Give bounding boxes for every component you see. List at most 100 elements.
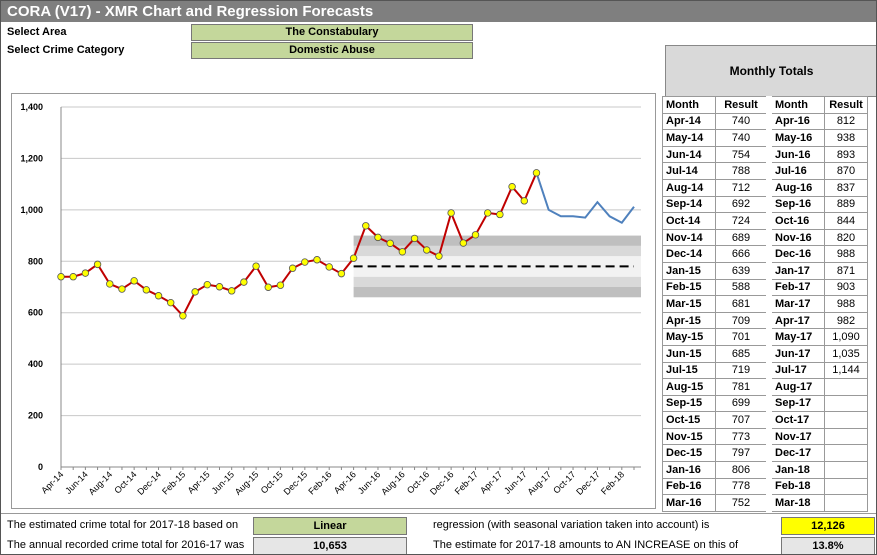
table-cell: Nov-17 — [766, 427, 825, 446]
table-cell: 778 — [715, 477, 770, 496]
table-cell: Result — [824, 96, 868, 114]
data-point — [374, 233, 382, 242]
data-point — [154, 292, 163, 300]
table-cell: 701 — [715, 328, 770, 346]
data-point — [81, 269, 90, 277]
table-cell: Feb-16 — [662, 477, 716, 496]
table-cell: 1,144 — [824, 361, 868, 380]
data-point — [118, 285, 126, 293]
table-cell: 639 — [715, 261, 770, 280]
table-cell: 709 — [715, 311, 770, 330]
table-cell: 719 — [715, 361, 770, 380]
table-cell: Mar-16 — [662, 494, 716, 512]
control-zone — [353, 276, 641, 287]
table-cell: 806 — [715, 461, 770, 479]
control-zone — [353, 245, 641, 257]
table-cell: Feb-17 — [766, 278, 825, 297]
table-cell: 889 — [824, 195, 868, 214]
table-cell: 988 — [824, 245, 868, 263]
summary-text: The annual recorded crime total for 2016… — [7, 539, 245, 551]
data-point — [459, 239, 468, 247]
table-cell: May-17 — [766, 328, 825, 346]
data-point — [203, 280, 211, 289]
data-point — [264, 283, 272, 291]
table-row: Jun-15 685 Jun-17 1,035 — [662, 344, 868, 363]
table-row: Month Result Month Result — [662, 96, 868, 114]
table-row: Feb-16 778 Feb-18 — [662, 477, 868, 496]
control-zone — [353, 235, 641, 246]
data-point — [386, 239, 394, 247]
table-cell: Jul-14 — [662, 162, 716, 180]
table-row: Aug-15 781 Aug-17 — [662, 378, 868, 396]
data-point — [301, 258, 309, 266]
table-cell: Apr-17 — [766, 311, 825, 330]
table-row: Oct-15 707 Oct-17 — [662, 411, 868, 429]
table-cell: 699 — [715, 394, 770, 413]
y-tick-label: 1,000 — [20, 205, 43, 215]
y-tick-label: 1,200 — [20, 153, 43, 163]
data-point — [410, 234, 419, 243]
table-cell: 812 — [824, 112, 868, 131]
y-tick-label: 0 — [38, 462, 43, 472]
table-row: Sep-14 692 Sep-16 889 — [662, 195, 868, 214]
table-cell: 752 — [715, 494, 770, 512]
table-cell: Apr-14 — [662, 112, 716, 131]
method-box[interactable]: Linear — [253, 517, 407, 535]
table-cell: Aug-14 — [662, 178, 716, 197]
table-cell: 1,035 — [824, 344, 868, 363]
table-cell: Result — [715, 96, 770, 114]
table-cell: Aug-15 — [662, 378, 716, 396]
data-point — [69, 273, 77, 281]
table-cell — [824, 427, 868, 446]
table-cell: 781 — [715, 378, 770, 396]
table-cell: 712 — [715, 178, 770, 197]
data-point — [349, 254, 358, 262]
table-row: Dec-14 666 Dec-16 988 — [662, 245, 868, 263]
table-row: Sep-15 699 Sep-17 — [662, 394, 868, 413]
table-cell: Mar-15 — [662, 295, 716, 313]
select-value[interactable]: The Constabulary — [191, 24, 473, 41]
table-cell: Jun-15 — [662, 344, 716, 363]
table-cell: 871 — [824, 261, 868, 280]
y-tick-label: 600 — [28, 308, 43, 318]
table-cell: May-15 — [662, 328, 716, 346]
chart: 02004006008001,0001,2001,400Apr-14Jun-14… — [11, 93, 656, 509]
table-cell: Dec-16 — [766, 245, 825, 263]
table-cell: Jun-16 — [766, 145, 825, 164]
table-row: Jun-14 754 Jun-16 893 — [662, 145, 868, 164]
table-cell: 692 — [715, 195, 770, 214]
y-tick-label: 400 — [28, 359, 43, 369]
data-point — [240, 278, 248, 286]
monthly-table: Month Result Month Result Apr-14 740 Apr-16 812… — [662, 96, 868, 512]
table-cell: Jun-14 — [662, 145, 716, 164]
series-line — [61, 172, 538, 318]
series-line — [535, 172, 635, 224]
data-point — [106, 280, 114, 288]
table-cell: Aug-16 — [766, 178, 825, 197]
table-cell: Dec-15 — [662, 444, 716, 463]
table-cell: Mar-17 — [766, 295, 825, 313]
table-cell: Dec-17 — [766, 444, 825, 463]
table-cell: Apr-16 — [766, 112, 825, 131]
table-cell: Jul-15 — [662, 361, 716, 380]
data-point — [484, 209, 492, 217]
table-row: Jan-15 639 Jan-17 871 — [662, 261, 868, 280]
data-point — [532, 169, 541, 177]
table-row: Mar-15 681 Mar-17 988 — [662, 295, 868, 313]
data-point — [179, 312, 187, 320]
data-point — [313, 256, 321, 264]
table-row: Aug-14 712 Aug-16 837 — [662, 178, 868, 197]
table-cell: Oct-15 — [662, 411, 716, 429]
table-cell: Dec-14 — [662, 245, 716, 263]
data-point — [252, 262, 260, 270]
table-cell: 773 — [715, 427, 770, 446]
table-cell: Feb-18 — [766, 477, 825, 496]
select-value[interactable]: Domestic Abuse — [191, 42, 473, 59]
data-point — [447, 209, 455, 217]
control-zone — [353, 287, 641, 298]
table-cell: Nov-14 — [662, 228, 716, 247]
table-cell: Sep-17 — [766, 394, 825, 413]
select-label: Select Crime Category — [7, 44, 125, 56]
table-row: Jul-15 719 Jul-17 1,144 — [662, 361, 868, 380]
